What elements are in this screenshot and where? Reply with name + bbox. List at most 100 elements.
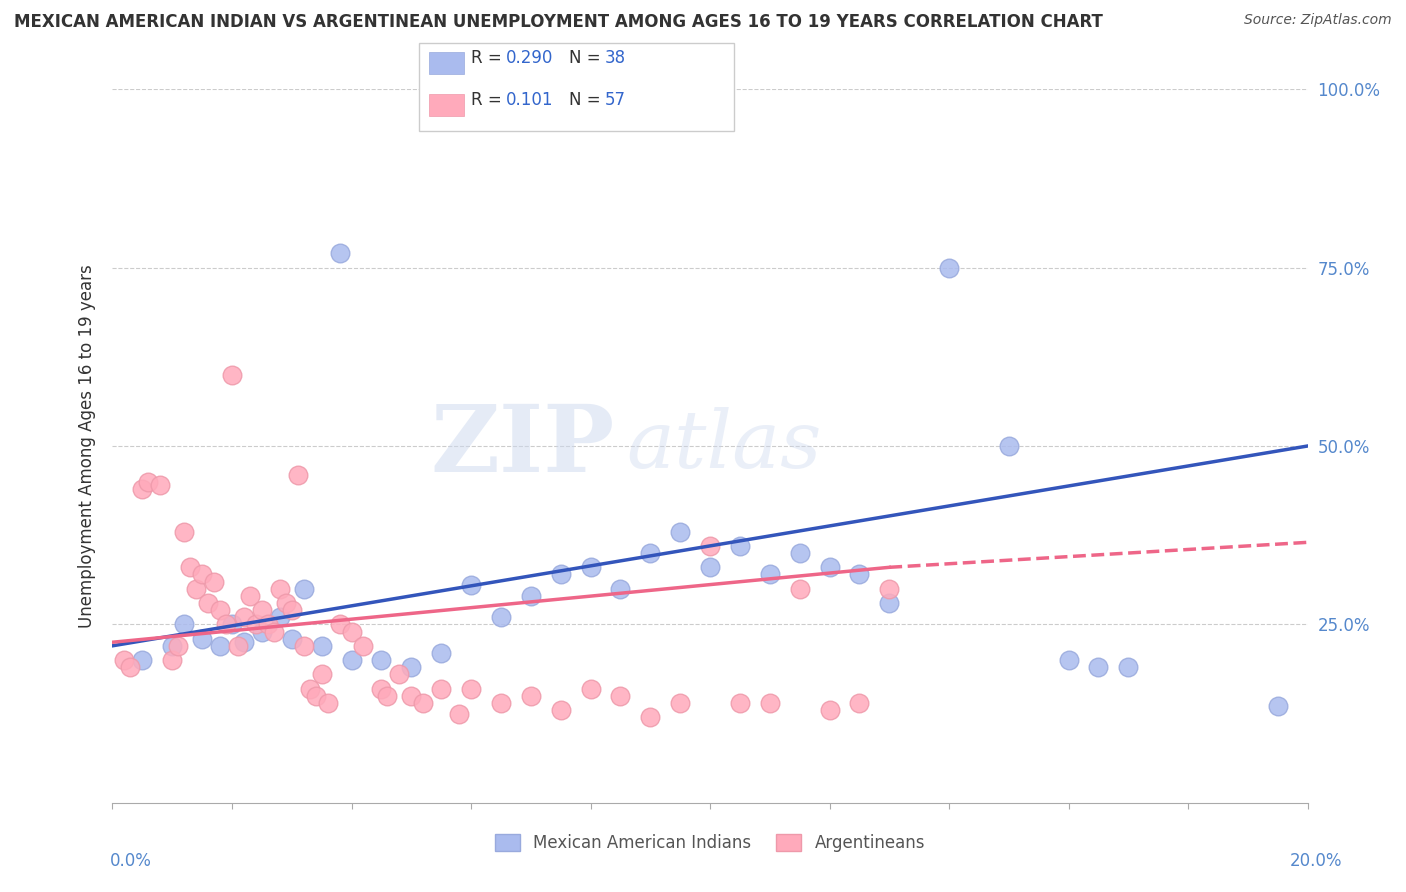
Point <box>759 696 782 710</box>
Point <box>377 689 399 703</box>
Point <box>579 560 602 574</box>
Point <box>460 681 482 696</box>
Point <box>269 610 291 624</box>
Point <box>215 617 238 632</box>
Point <box>233 610 256 624</box>
Point <box>209 603 232 617</box>
Point <box>239 589 262 603</box>
Point <box>370 653 392 667</box>
Point <box>789 582 811 596</box>
Point <box>640 546 662 560</box>
Point <box>197 596 219 610</box>
Point <box>226 639 249 653</box>
Point <box>520 589 543 603</box>
Point <box>340 653 363 667</box>
Point <box>1267 699 1289 714</box>
Point <box>149 478 172 492</box>
Point <box>669 524 692 539</box>
Text: 57: 57 <box>605 91 626 109</box>
Point <box>550 703 572 717</box>
Point <box>281 632 304 646</box>
Text: 0.101: 0.101 <box>506 91 554 109</box>
Text: N =: N = <box>569 49 606 67</box>
Point <box>938 260 960 275</box>
Point <box>818 560 841 574</box>
Point <box>221 368 243 382</box>
Point <box>412 696 434 710</box>
Text: Source: ZipAtlas.com: Source: ZipAtlas.com <box>1244 13 1392 28</box>
Point <box>329 246 352 260</box>
Text: atlas: atlas <box>627 408 821 484</box>
Point <box>550 567 572 582</box>
Point <box>388 667 411 681</box>
Point <box>292 582 315 596</box>
Point <box>818 703 841 717</box>
Point <box>370 681 392 696</box>
Point <box>1057 653 1080 667</box>
Point <box>311 639 333 653</box>
Text: 0.0%: 0.0% <box>110 852 152 870</box>
Point <box>879 596 901 610</box>
Point <box>233 635 256 649</box>
Point <box>1087 660 1109 674</box>
Legend: Mexican American Indians, Argentineans: Mexican American Indians, Argentineans <box>488 827 932 859</box>
Text: 0.290: 0.290 <box>506 49 554 67</box>
Point <box>186 582 208 596</box>
Point <box>245 617 267 632</box>
Point <box>579 681 602 696</box>
Point <box>520 689 543 703</box>
Point <box>191 567 214 582</box>
Text: 38: 38 <box>605 49 626 67</box>
Point <box>430 681 453 696</box>
Point <box>173 617 195 632</box>
Point <box>191 632 214 646</box>
Point <box>640 710 662 724</box>
Point <box>848 696 870 710</box>
Point <box>120 660 142 674</box>
Point <box>340 624 363 639</box>
Point <box>209 639 232 653</box>
Point <box>179 560 201 574</box>
Point <box>430 646 453 660</box>
Point <box>848 567 870 582</box>
Text: MEXICAN AMERICAN INDIAN VS ARGENTINEAN UNEMPLOYMENT AMONG AGES 16 TO 19 YEARS CO: MEXICAN AMERICAN INDIAN VS ARGENTINEAN U… <box>14 13 1102 31</box>
Point <box>353 639 375 653</box>
Point <box>728 539 751 553</box>
Point <box>274 596 297 610</box>
Point <box>489 610 512 624</box>
Point <box>257 617 280 632</box>
Point <box>250 603 273 617</box>
Point <box>311 667 333 681</box>
Point <box>173 524 195 539</box>
Y-axis label: Unemployment Among Ages 16 to 19 years: Unemployment Among Ages 16 to 19 years <box>77 264 96 628</box>
Text: ZIP: ZIP <box>430 401 614 491</box>
Point <box>281 603 304 617</box>
Point <box>401 689 423 703</box>
Point <box>131 653 153 667</box>
Point <box>167 639 190 653</box>
Point <box>489 696 512 710</box>
Point <box>879 582 901 596</box>
Point <box>401 660 423 674</box>
Point <box>699 539 721 553</box>
Point <box>305 689 328 703</box>
Point <box>789 546 811 560</box>
Point <box>316 696 339 710</box>
Point <box>114 653 135 667</box>
Point <box>298 681 321 696</box>
Point <box>609 689 631 703</box>
Point <box>728 696 751 710</box>
Point <box>287 467 309 482</box>
Point <box>131 482 153 496</box>
Point <box>1118 660 1140 674</box>
Point <box>138 475 160 489</box>
Point <box>202 574 225 589</box>
Point <box>329 617 352 632</box>
Point <box>162 639 183 653</box>
Point <box>460 578 482 592</box>
Text: R =: R = <box>471 49 508 67</box>
Point <box>669 696 692 710</box>
Point <box>609 582 631 596</box>
Text: R =: R = <box>471 91 508 109</box>
Point <box>221 617 243 632</box>
